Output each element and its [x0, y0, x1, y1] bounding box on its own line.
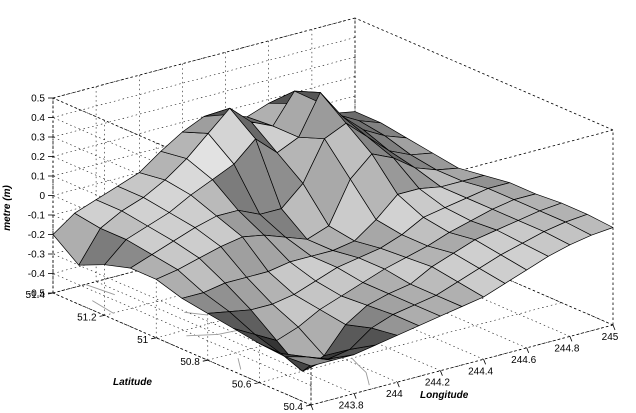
box-edge — [52, 17, 356, 99]
grid-line — [52, 253, 312, 367]
x-tick-label: 244.2 — [425, 378, 450, 389]
z-tick-label: 0.2 — [31, 152, 45, 163]
z-tick-label: 0.5 — [31, 94, 45, 105]
x-axis-label: Longitude — [420, 390, 469, 401]
contour-segment — [365, 372, 370, 386]
y-tick-label: 50.8 — [180, 357, 200, 368]
x-tick-mark — [612, 324, 616, 331]
x-tick-mark — [310, 404, 314, 411]
y-tick-mark — [254, 382, 260, 384]
z-tick-label: 0.1 — [31, 172, 45, 183]
z-tick-label: 0 — [39, 191, 45, 202]
z-tick-label: -0.3 — [28, 250, 46, 261]
surface-mesh — [52, 90, 614, 372]
x-tick-label: 244.6 — [511, 355, 536, 366]
x-tick-mark — [483, 359, 486, 365]
axis-labels: metre (m) Latitude Longitude — [2, 185, 469, 401]
z-tick-label: 0.4 — [31, 113, 45, 124]
y-tick-label: 50.4 — [284, 402, 304, 413]
grid-line — [52, 273, 312, 386]
y-tick-label: 51.2 — [77, 312, 97, 323]
y-axis-label: Latitude — [113, 377, 152, 388]
y-tick-mark — [47, 292, 54, 295]
y-tick-mark — [305, 404, 312, 407]
box-edge — [52, 292, 312, 406]
z-axis-label: metre (m) — [2, 185, 13, 231]
x-tick-label: 245 — [602, 332, 619, 343]
z-tick-label: -0.1 — [28, 211, 46, 222]
z-tick-label: -0.5 — [28, 289, 46, 300]
y-tick-label: 51.4 — [26, 290, 46, 301]
x-tick-mark — [440, 370, 443, 376]
grid-line — [95, 281, 355, 394]
x-tick-mark — [396, 381, 400, 388]
contour-segment — [186, 333, 218, 337]
contour-segment — [358, 364, 367, 373]
contour-segment — [237, 358, 242, 370]
y-tick-label: 51 — [137, 335, 149, 346]
x-tick-mark — [569, 336, 573, 342]
surface-facet — [565, 213, 614, 236]
contour-segment — [92, 300, 114, 314]
box-edge — [310, 324, 614, 406]
y-tick-label: 50.6 — [232, 380, 252, 391]
x-tick-label: 243.8 — [339, 401, 364, 412]
contour-segment — [184, 311, 209, 316]
contour-segment — [85, 283, 115, 296]
y-tick-mark — [99, 315, 105, 317]
box-edge — [354, 17, 614, 131]
contour-segment — [351, 357, 359, 366]
x-tick-label: 244.4 — [468, 366, 493, 377]
y-tick-mark — [151, 337, 157, 340]
x-tick-mark — [353, 393, 357, 399]
z-tick-label: 0.3 — [31, 133, 45, 144]
axis-ticks: -0.5 -0.4 -0.3 -0.2 -0.1 0 0.1 0.2 0.3 0.4 0.5 50.4… — [26, 94, 619, 413]
z-tick-label: -0.2 — [28, 230, 46, 241]
x-tick-label: 244.8 — [554, 343, 579, 354]
x-tick-mark — [526, 347, 530, 354]
z-tick-label: -0.4 — [28, 269, 46, 280]
x-tick-label: 244 — [386, 389, 403, 400]
y-tick-mark — [202, 359, 208, 362]
